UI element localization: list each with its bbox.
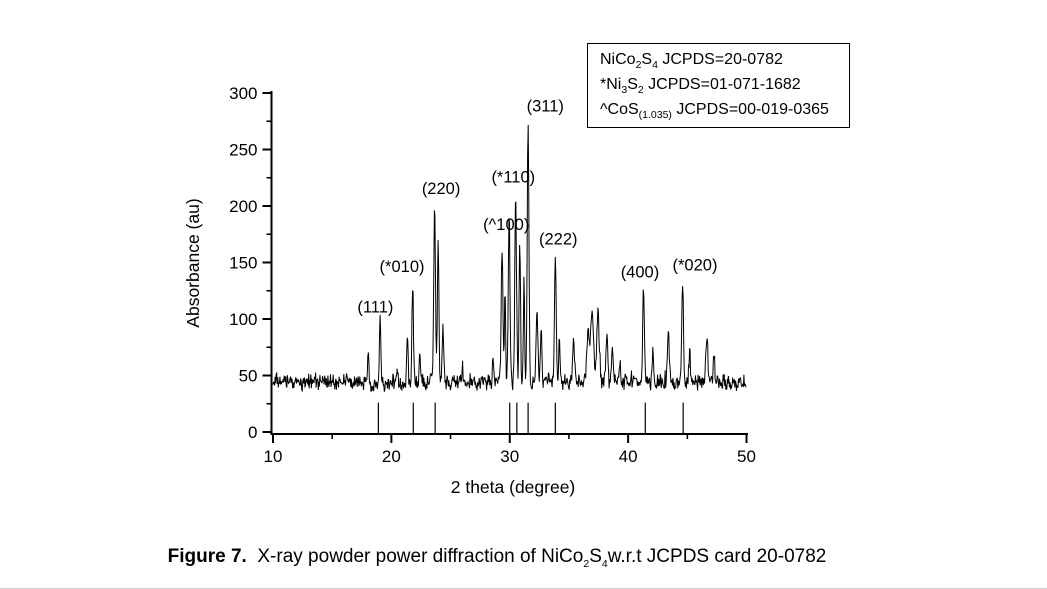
text-part: w.r.t JCPDS card 20-0782 bbox=[607, 546, 827, 567]
text-part: S bbox=[627, 76, 638, 93]
axes: 0 50 100 150 200 250 300 10 20 30 40 50 bbox=[229, 84, 756, 466]
svg-text:0: 0 bbox=[248, 423, 257, 442]
subscript: 4 bbox=[601, 557, 608, 570]
subscript: 2 bbox=[637, 84, 644, 97]
peak-label: (222) bbox=[539, 231, 578, 249]
subscript: 3 bbox=[621, 84, 628, 97]
legend-item: NiCo2S4 JCPDS=20-0782 bbox=[600, 47, 843, 72]
svg-text:50: 50 bbox=[239, 367, 258, 386]
svg-text:150: 150 bbox=[229, 254, 257, 273]
text-part: JCPDS=01-071-1682 bbox=[643, 76, 801, 93]
legend-item: *Ni3S2 JCPDS=01-071-1682 bbox=[600, 72, 843, 97]
svg-text:100: 100 bbox=[229, 310, 257, 329]
diffraction-trace bbox=[272, 124, 747, 393]
subscript: 2 bbox=[635, 59, 642, 72]
peak-label: (111) bbox=[357, 299, 393, 317]
text-part: X-ray powder power diffraction of NiCo bbox=[246, 546, 584, 567]
peak-label: (^100) bbox=[483, 216, 529, 234]
svg-text:30: 30 bbox=[500, 447, 519, 466]
peak-label: (220) bbox=[422, 180, 461, 198]
svg-text:300: 300 bbox=[229, 84, 257, 103]
text-part: JCPDS=00-019-0365 bbox=[671, 101, 829, 118]
subscript: (1.035) bbox=[638, 109, 672, 122]
legend-box: NiCo2S4 JCPDS=20-0782 *Ni3S2 JCPDS=01-071… bbox=[587, 43, 850, 128]
text-part: S bbox=[589, 546, 602, 567]
svg-text:200: 200 bbox=[229, 197, 257, 216]
peak-label: (*010) bbox=[380, 258, 425, 276]
subscript: 4 bbox=[652, 59, 658, 72]
peak-label: (400) bbox=[621, 263, 660, 281]
text-part: NiCo bbox=[600, 51, 636, 68]
svg-text:250: 250 bbox=[229, 141, 257, 160]
text-part: S bbox=[641, 51, 653, 68]
subscript: 2 bbox=[583, 557, 590, 570]
peak-labels: (111) (*010) (220) (^100) (*110) (311) (222) (4… bbox=[357, 97, 717, 316]
peak-label: (*110) bbox=[491, 169, 535, 187]
svg-text:20: 20 bbox=[382, 447, 401, 466]
text-part: *Ni bbox=[600, 76, 622, 93]
y-axis-title: Absorbance (au) bbox=[183, 198, 203, 327]
svg-text:50: 50 bbox=[737, 447, 756, 466]
peak-label: (311) bbox=[527, 97, 564, 115]
text-part: JCPDS=20-0782 bbox=[657, 51, 783, 68]
legend-item: ^CoS(1.035) JCPDS=00-019-0365 bbox=[600, 97, 843, 122]
svg-text:40: 40 bbox=[619, 447, 638, 466]
xrd-chart: 0 50 100 150 200 250 300 10 20 30 40 50 (111) (*010)… bbox=[183, 84, 756, 497]
x-axis-title: 2 theta (degree) bbox=[451, 477, 576, 497]
jcpds-reference-ticks bbox=[377, 402, 684, 433]
text-part: ^CoS bbox=[600, 101, 639, 118]
text-part: Figure 7. bbox=[167, 546, 247, 567]
svg-text:10: 10 bbox=[264, 447, 283, 466]
figure-caption: Figure 7. X-ray powder power diffraction… bbox=[0, 546, 994, 570]
peak-label: (*020) bbox=[673, 257, 718, 275]
